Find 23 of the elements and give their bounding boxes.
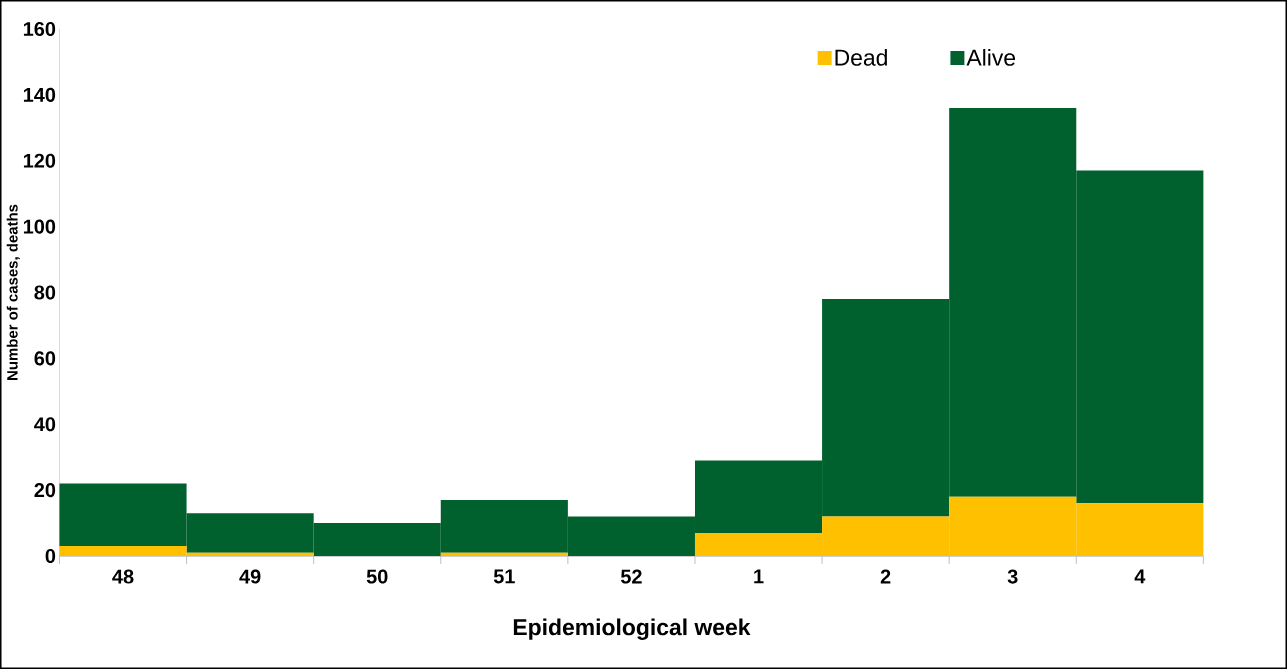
- y-tick-label: 20: [34, 483, 56, 498]
- y-tick-label: 0: [45, 548, 56, 564]
- y-tick-label: 120: [23, 153, 56, 168]
- legend-label: Alive: [966, 48, 1016, 66]
- y-axis-title: Number of cases, deaths: [6, 204, 20, 380]
- x-tick-label: 2: [880, 569, 891, 584]
- y-tick-label: 80: [34, 285, 56, 300]
- x-tick-label: 1: [754, 569, 764, 584]
- x-tick-label: 4: [1134, 569, 1146, 584]
- legend-label: Dead: [835, 48, 887, 66]
- x-tick-label: 50: [366, 569, 388, 584]
- y-tick-label: 100: [23, 219, 56, 234]
- x-axis-title: Epidemiological week: [513, 618, 751, 640]
- y-tick-label: 160: [23, 21, 56, 37]
- x-tick-label: 3: [1007, 569, 1018, 584]
- y-tick-label: 140: [23, 87, 56, 102]
- x-tick-label: 51: [493, 569, 515, 584]
- y-tick-label: 40: [34, 417, 56, 432]
- x-tick-label: 49: [239, 569, 261, 584]
- x-tick-label: 52: [620, 569, 642, 584]
- y-tick-label: 60: [34, 351, 56, 366]
- x-tick-label: 48: [112, 569, 134, 584]
- bar: [440, 552, 568, 556]
